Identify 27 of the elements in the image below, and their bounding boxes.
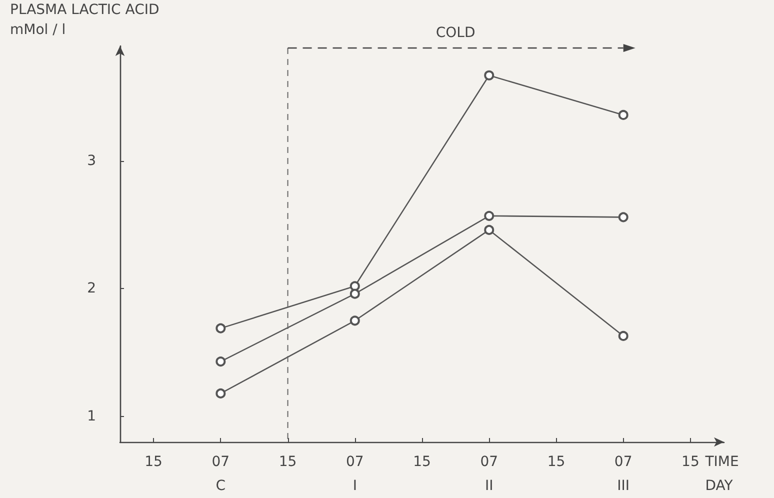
x-tick-label: 15	[144, 454, 162, 470]
point	[618, 330, 628, 341]
x-tick-label: 15	[413, 454, 431, 470]
x-axis-title: TIME DAY	[704, 454, 739, 494]
x-tick-label: 07 III	[614, 454, 632, 494]
point	[216, 323, 226, 334]
point	[618, 110, 628, 120]
point	[350, 316, 360, 326]
point	[350, 288, 360, 299]
y-tick-label: 2	[87, 280, 96, 297]
x-tick-label: 15	[278, 454, 297, 470]
y-tick-label: 1	[87, 408, 96, 424]
point	[484, 210, 494, 221]
x-tick-label: 07 II	[480, 454, 498, 494]
x-tick-label: 15	[682, 454, 700, 470]
point	[350, 281, 360, 292]
point	[618, 212, 628, 222]
point	[216, 388, 226, 398]
text: COLD	[436, 25, 476, 41]
x-tick-label: 15	[547, 454, 566, 470]
x-tick-label: 07 C	[212, 454, 230, 494]
point	[484, 224, 494, 235]
point	[484, 70, 494, 80]
y-tick-label: 3	[87, 152, 96, 169]
x-tick-label: 07 I	[346, 454, 364, 494]
y-axis-title: PLASMA LACTIC ACID mMol / l	[10, 2, 160, 38]
point	[216, 356, 226, 367]
